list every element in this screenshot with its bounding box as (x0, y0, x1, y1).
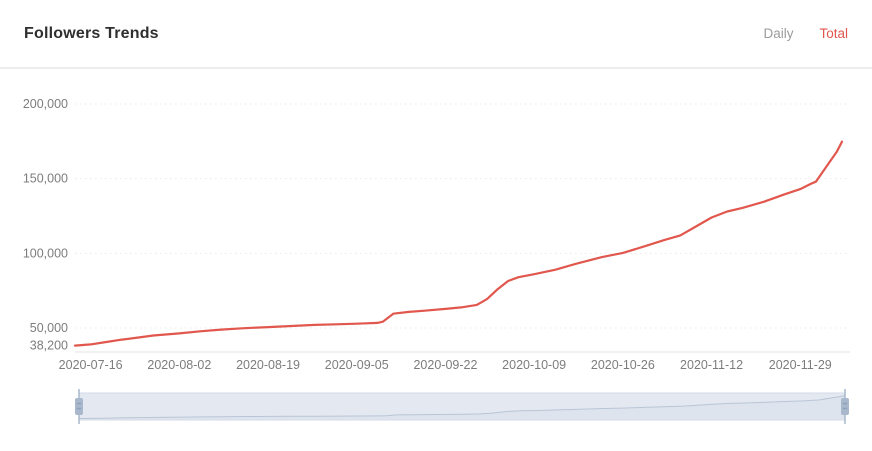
x-axis-label: 2020-09-05 (325, 358, 389, 372)
view-mode-tabs: Daily Total (763, 26, 848, 41)
x-axis-label: 2020-10-26 (591, 358, 655, 372)
datazoom-data-shadow-line (78, 395, 846, 419)
x-axis-label: 2020-08-19 (236, 358, 300, 372)
datazoom-handle-left[interactable] (75, 398, 83, 415)
total-followers-line (73, 140, 844, 347)
y-axis-label: 200,000 (23, 97, 68, 111)
x-axis-label: 2020-08-02 (147, 358, 211, 372)
x-axis-label: 2020-11-29 (769, 358, 832, 372)
y-axis-label: 150,000 (23, 172, 68, 186)
y-axis-label: 50,000 (30, 321, 68, 335)
datazoom-handle-right[interactable] (841, 398, 849, 415)
y-axis-label: 38,200 (30, 339, 68, 353)
card-header: Followers Trends Daily Total (0, 0, 872, 69)
datazoom-data-shadow (79, 395, 845, 420)
x-axis-label: 2020-10-09 (502, 358, 566, 372)
y-axis-label: 100,000 (23, 246, 68, 260)
tab-daily[interactable]: Daily (763, 26, 794, 41)
page-title: Followers Trends (24, 24, 159, 42)
x-axis-label: 2020-07-16 (59, 358, 123, 372)
x-axis-label: 2020-11-12 (680, 358, 743, 372)
x-axis-label: 2020-09-22 (413, 358, 477, 372)
tab-total[interactable]: Total (819, 26, 848, 41)
